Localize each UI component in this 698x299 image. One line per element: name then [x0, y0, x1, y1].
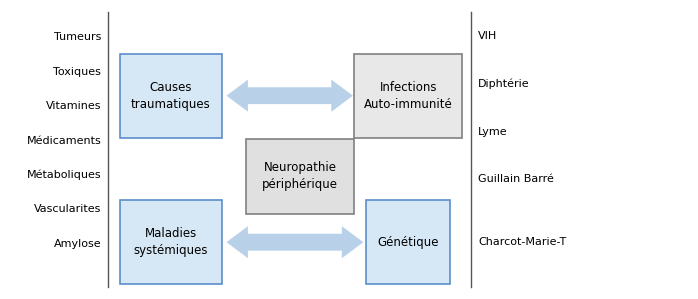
Text: Guillain Barré: Guillain Barré: [478, 174, 554, 184]
Polygon shape: [328, 227, 363, 258]
Text: Tumeurs: Tumeurs: [54, 32, 101, 42]
FancyBboxPatch shape: [120, 200, 222, 284]
Polygon shape: [227, 227, 328, 258]
Text: Diphtérie: Diphtérie: [478, 78, 530, 89]
FancyBboxPatch shape: [246, 139, 354, 214]
Text: Amylose: Amylose: [54, 239, 101, 249]
Text: Causes
traumatiques: Causes traumatiques: [131, 81, 211, 111]
Text: Infections
Auto-immunité: Infections Auto-immunité: [364, 81, 453, 111]
FancyBboxPatch shape: [120, 54, 222, 138]
Text: Charcot-Marie-T: Charcot-Marie-T: [478, 237, 566, 247]
Text: Maladies
systémiques: Maladies systémiques: [134, 227, 208, 257]
FancyBboxPatch shape: [366, 200, 450, 284]
Text: Vitamines: Vitamines: [45, 101, 101, 111]
Text: VIH: VIH: [478, 31, 498, 41]
Text: Neuropathie
périphérique: Neuropathie périphérique: [262, 161, 338, 191]
Text: Génétique: Génétique: [378, 236, 439, 249]
Text: Vascularites: Vascularites: [34, 204, 101, 214]
Text: Toxiques: Toxiques: [53, 67, 101, 77]
Text: Métaboliques: Métaboliques: [27, 170, 101, 180]
Polygon shape: [328, 80, 352, 111]
FancyBboxPatch shape: [354, 54, 462, 138]
Polygon shape: [227, 80, 328, 111]
Text: Médicaments: Médicaments: [27, 135, 101, 146]
Text: Lyme: Lyme: [478, 126, 507, 137]
